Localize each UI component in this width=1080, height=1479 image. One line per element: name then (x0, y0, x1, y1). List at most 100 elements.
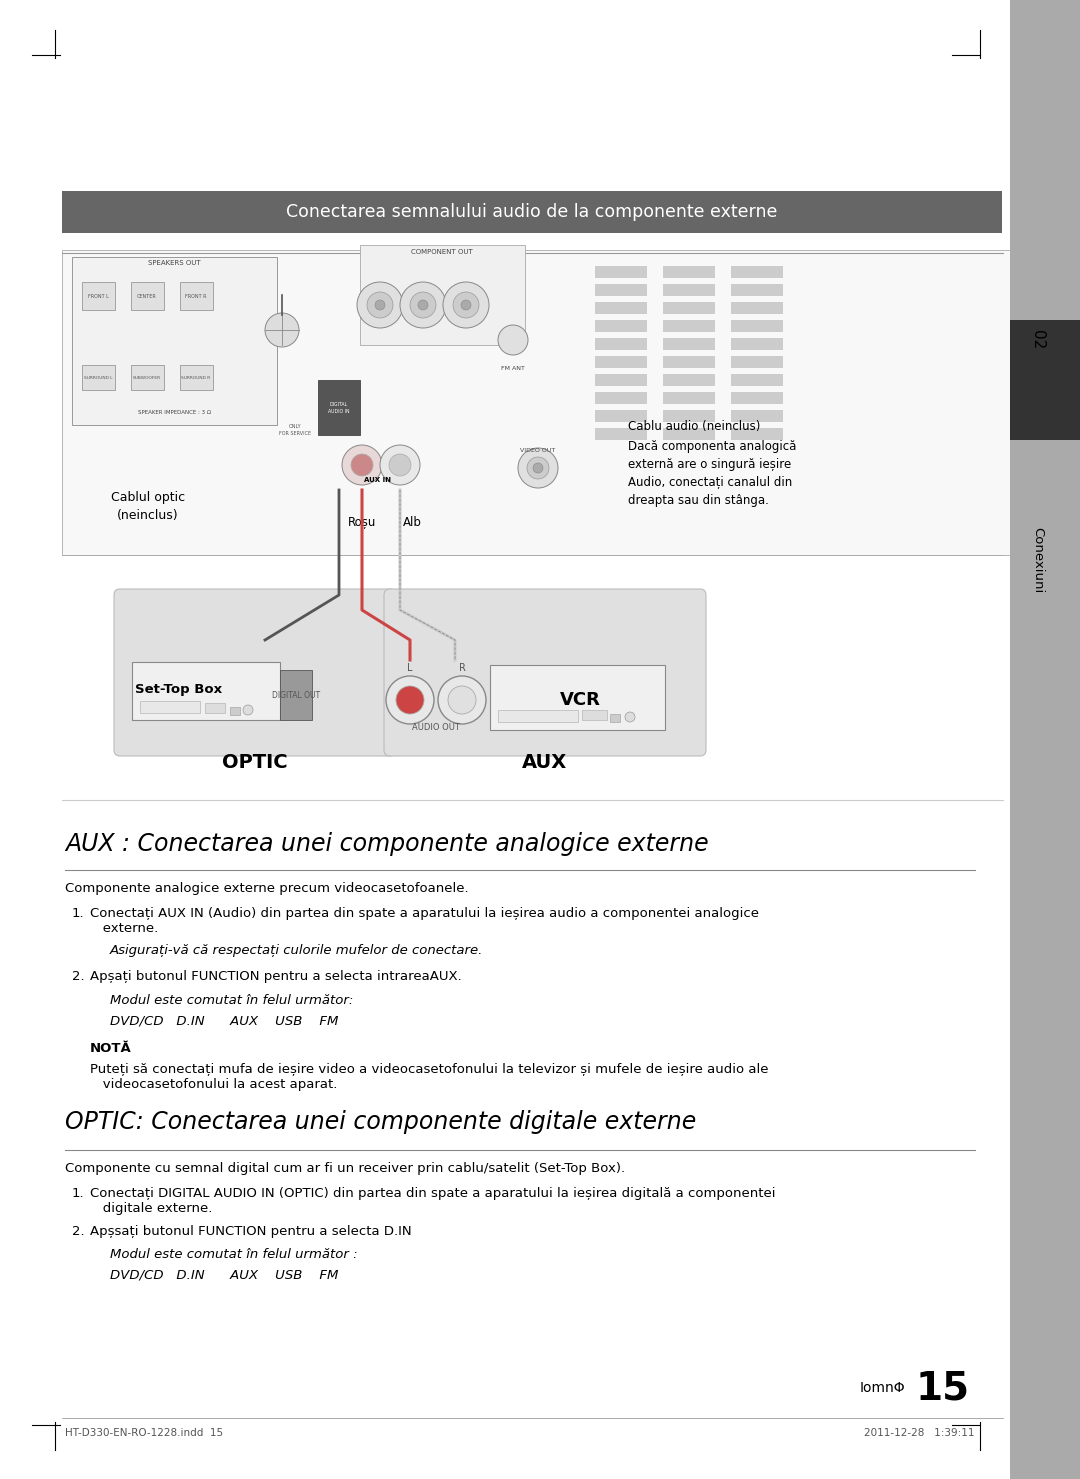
Bar (595, 427, 647, 439)
Text: externă are o singură ieșire: externă are o singură ieșire (627, 458, 792, 470)
Circle shape (410, 291, 436, 318)
Circle shape (400, 282, 446, 328)
Text: AUDIO OUT: AUDIO OUT (413, 723, 460, 732)
Text: ONLY
FOR SERVICE: ONLY FOR SERVICE (279, 424, 311, 436)
Bar (731, 374, 783, 386)
Text: SPEAKER IMPEDANCE : 3 Ω: SPEAKER IMPEDANCE : 3 Ω (137, 410, 211, 414)
Text: 2.: 2. (72, 1225, 84, 1238)
Text: Conexiuni: Conexiuni (1031, 527, 1044, 593)
Text: R: R (459, 663, 465, 673)
Text: 02: 02 (1030, 330, 1045, 349)
Text: L: L (407, 663, 413, 673)
Text: (neinclus): (neinclus) (118, 509, 179, 522)
Bar (663, 319, 715, 331)
Circle shape (418, 300, 428, 311)
Bar (663, 374, 715, 386)
Text: DIGITAL OUT: DIGITAL OUT (272, 691, 320, 700)
Bar (318, 380, 360, 435)
Circle shape (351, 454, 373, 476)
Circle shape (443, 282, 489, 328)
Text: Apșsați butonul FUNCTION pentru a selecta D.IN: Apșsați butonul FUNCTION pentru a select… (90, 1225, 411, 1238)
Bar (731, 356, 783, 368)
Bar (180, 365, 213, 390)
Bar (731, 302, 783, 314)
Bar (663, 356, 715, 368)
Bar (1010, 319, 1080, 439)
Circle shape (534, 463, 543, 473)
Text: Componente cu semnal digital cum ar fi un receiver prin cablu/satelit (Set-Top B: Componente cu semnal digital cum ar fi u… (65, 1162, 625, 1174)
Bar (205, 703, 225, 713)
Text: COMPONENT OUT: COMPONENT OUT (411, 248, 473, 254)
Bar (731, 339, 783, 351)
Text: Cablu audio (neinclus): Cablu audio (neinclus) (627, 420, 760, 433)
Bar (82, 282, 114, 311)
Text: FRONT L: FRONT L (87, 294, 108, 300)
Text: DIGITAL
AUDIO IN: DIGITAL AUDIO IN (328, 402, 350, 414)
Text: Alb: Alb (403, 516, 421, 528)
Bar (663, 302, 715, 314)
Text: IomnΦ: IomnΦ (860, 1381, 905, 1395)
Text: FRONT R: FRONT R (186, 294, 206, 300)
Text: OPTIC: Conectarea unei componente digitale externe: OPTIC: Conectarea unei componente digita… (65, 1111, 697, 1134)
Bar (280, 670, 312, 720)
Bar (595, 356, 647, 368)
Bar (62, 250, 1022, 555)
Text: 2.: 2. (72, 970, 84, 984)
Text: FM ANT: FM ANT (501, 365, 525, 371)
Circle shape (243, 705, 253, 714)
Bar (72, 257, 276, 424)
Bar (62, 191, 1002, 234)
Text: Asigurați-vă că respectați culorile mufelor de conectare.: Asigurați-vă că respectați culorile mufe… (110, 944, 484, 957)
Text: Apșați butonul FUNCTION pentru a selecta intrareaAUX.: Apșați butonul FUNCTION pentru a selecta… (90, 970, 462, 984)
Bar (582, 710, 607, 720)
Bar (663, 284, 715, 296)
Text: Conectarea semnalului audio de la componente externe: Conectarea semnalului audio de la compon… (286, 203, 778, 220)
Text: SPEAKERS OUT: SPEAKERS OUT (148, 260, 200, 266)
Circle shape (386, 676, 434, 725)
Bar (731, 266, 783, 278)
Bar (595, 374, 647, 386)
Text: DVD/CD   D.IN      AUX    USB    FM: DVD/CD D.IN AUX USB FM (110, 1268, 338, 1281)
Circle shape (380, 445, 420, 485)
Bar (595, 266, 647, 278)
FancyBboxPatch shape (384, 589, 706, 756)
Bar (663, 410, 715, 422)
Circle shape (265, 314, 299, 348)
Text: AUX IN: AUX IN (365, 478, 391, 484)
Bar (663, 427, 715, 439)
Bar (180, 282, 213, 311)
Bar (131, 365, 164, 390)
Circle shape (518, 448, 558, 488)
Text: 1.: 1. (72, 1188, 84, 1199)
Circle shape (389, 454, 411, 476)
Text: AUX: AUX (523, 753, 568, 772)
Text: NOTĂ: NOTĂ (90, 1043, 132, 1055)
Text: VIDEO OUT: VIDEO OUT (521, 448, 555, 453)
Circle shape (342, 445, 382, 485)
Bar (663, 392, 715, 404)
Circle shape (438, 676, 486, 725)
Text: Conectați AUX IN (Audio) din partea din spate a aparatului la ieșirea audio a co: Conectați AUX IN (Audio) din partea din … (90, 907, 759, 935)
Bar (595, 339, 647, 351)
Text: CENTER: CENTER (137, 294, 157, 300)
Circle shape (357, 282, 403, 328)
Bar (1010, 0, 1080, 1479)
Text: Componente analogice externe precum videocasetofoanele.: Componente analogice externe precum vide… (65, 881, 469, 895)
Bar (360, 246, 525, 345)
Circle shape (396, 686, 424, 714)
Text: Audio, conectați canalul din: Audio, conectați canalul din (627, 476, 793, 490)
Text: AUX : Conectarea unei componente analogice externe: AUX : Conectarea unei componente analogi… (65, 833, 708, 856)
Bar (498, 710, 578, 722)
Text: 1.: 1. (72, 907, 84, 920)
Bar (663, 339, 715, 351)
Bar (490, 666, 665, 731)
Text: Puteți să conectați mufa de ieșire video a videocasetofonului la televizor și mu: Puteți să conectați mufa de ieșire video… (90, 1063, 769, 1092)
Text: Roșu: Roșu (348, 516, 376, 528)
Bar (230, 707, 240, 714)
Bar (731, 284, 783, 296)
Bar (731, 392, 783, 404)
Bar (132, 663, 280, 720)
Bar (663, 266, 715, 278)
Text: dreapta sau din stânga.: dreapta sau din stânga. (627, 494, 769, 507)
Circle shape (367, 291, 393, 318)
